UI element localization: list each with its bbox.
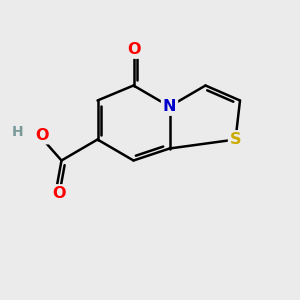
Text: O: O <box>52 186 65 201</box>
Text: O: O <box>35 128 49 142</box>
Text: S: S <box>230 132 241 147</box>
Text: N: N <box>163 99 176 114</box>
Text: H: H <box>12 125 23 139</box>
Text: O: O <box>127 42 140 57</box>
